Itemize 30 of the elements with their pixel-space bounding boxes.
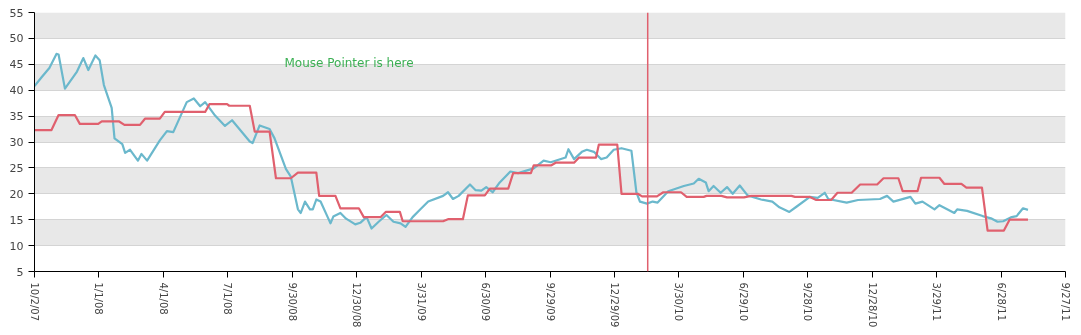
y-tick-label: 20 bbox=[9, 187, 24, 201]
x-tick-label: 6/29/10 bbox=[737, 282, 749, 322]
y-tick-label: 5 bbox=[16, 265, 24, 279]
x-tick-label: 3/29/11 bbox=[931, 282, 943, 322]
x-tick-label: 4/1/08 bbox=[157, 282, 169, 315]
x-tick-label: 6/28/11 bbox=[995, 282, 1007, 322]
y-tick-label: 25 bbox=[9, 161, 24, 175]
x-tick-label: 12/29/09 bbox=[608, 282, 620, 328]
x-tick-label: 9/28/10 bbox=[802, 282, 814, 322]
x-tick-label: 9/30/08 bbox=[286, 282, 298, 322]
x-tick-label: 12/28/10 bbox=[866, 282, 878, 328]
y-tick-label: 40 bbox=[9, 84, 24, 98]
x-tick-label: 6/30/09 bbox=[480, 282, 492, 322]
x-tick-label: 12/30/08 bbox=[351, 282, 363, 328]
x-tick-label: 3/30/10 bbox=[673, 282, 685, 322]
x-tick-label: 1/1/08 bbox=[93, 282, 105, 315]
x-tick-label: 9/27/11 bbox=[1060, 282, 1071, 322]
y-tick-label: 35 bbox=[9, 110, 24, 124]
y-tick-label: 45 bbox=[9, 58, 24, 72]
y-tick-label: 10 bbox=[9, 239, 24, 253]
x-tick-label: 9/29/09 bbox=[544, 282, 556, 322]
y-tick-label: 30 bbox=[9, 136, 24, 149]
x-tick-label: 7/1/08 bbox=[222, 282, 234, 315]
annotation: Mouse Pointer is here bbox=[284, 55, 414, 70]
x-tick-label: 3/31/09 bbox=[415, 282, 427, 322]
x-tick-label: 10/2/07 bbox=[29, 282, 40, 322]
line-series bbox=[34, 52, 1030, 230]
y-tick-label: 50 bbox=[9, 32, 24, 46]
y-tick-label: 55 bbox=[9, 6, 24, 20]
y-tick-label: 15 bbox=[9, 213, 24, 227]
